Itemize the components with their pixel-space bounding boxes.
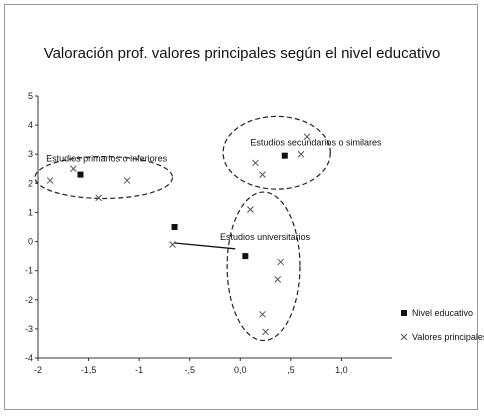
legend-marker-cross: [400, 333, 408, 341]
x-tick-label: 1,0: [335, 365, 348, 375]
data-point-cross: [252, 159, 259, 167]
cluster-ellipse: [226, 191, 301, 342]
y-tick-label: 4: [28, 120, 33, 130]
data-point-cross: [169, 241, 176, 248]
cluster-ellipse: [222, 115, 331, 190]
legend-label: Valores principales: [412, 332, 484, 342]
x-tick-label: -1,5: [81, 365, 97, 375]
x-tick-label: -,5: [184, 365, 195, 375]
x-tick-label: ,5: [287, 365, 295, 375]
x-tick-label: 0,0: [234, 365, 247, 375]
data-point-cross: [247, 206, 254, 213]
legend-label: Nivel educativo: [412, 308, 473, 318]
cluster-label: Estudios secundarios o similares: [250, 137, 382, 147]
data-point-square: [242, 253, 249, 260]
y-tick-label: 5: [28, 91, 33, 101]
data-point-cross: [46, 177, 54, 184]
cluster-label: Estudios universitarios: [220, 232, 311, 242]
data-point-cross: [274, 276, 282, 283]
y-tick-label: 3: [28, 149, 33, 159]
y-tick-label: -1: [25, 266, 33, 276]
y-tick-label: -4: [25, 353, 33, 363]
data-point-cross: [262, 328, 269, 336]
data-point-cross: [259, 171, 266, 178]
legend-marker-square: [401, 310, 407, 316]
data-point-cross: [303, 133, 311, 141]
y-tick-label: 1: [28, 207, 33, 217]
y-tick-label: -2: [25, 295, 33, 305]
x-tick-label: -2: [34, 365, 42, 375]
cluster-ellipse: [34, 155, 174, 200]
y-tick-label: -3: [25, 324, 33, 334]
data-point-cross: [70, 165, 77, 173]
data-point-cross: [95, 194, 103, 202]
data-point-cross: [259, 310, 266, 318]
data-point-square: [171, 224, 178, 230]
chart-frame: [4, 4, 478, 410]
x-tick-label: -1: [135, 365, 143, 375]
y-tick-label: 0: [28, 237, 33, 247]
data-point-cross: [297, 150, 305, 158]
connector-line: [174, 242, 236, 250]
data-point-cross: [123, 177, 131, 184]
chart-title: Valoración prof. valores principales seg…: [44, 45, 441, 62]
cluster-label: Estudios primarios o inferiores: [46, 154, 168, 164]
data-point-square: [77, 171, 84, 178]
y-tick-label: 2: [28, 178, 33, 188]
data-point-cross: [277, 258, 285, 266]
data-point-square: [281, 152, 288, 159]
